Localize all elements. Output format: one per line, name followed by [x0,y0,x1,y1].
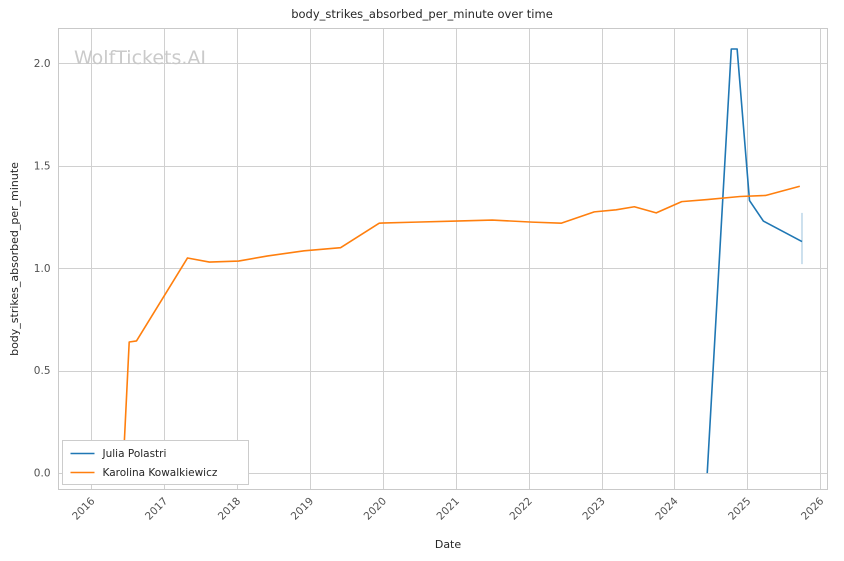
gridlines [58,28,828,490]
series-line-1 [87,185,801,448]
legend-background [62,440,249,485]
y-tick-text: 2.0 [34,58,51,70]
legend-item-label: Karolina Kowalkiewicz [103,467,218,479]
watermark-label: WolfTickets.AI [74,47,206,69]
legend-item[interactable]: Karolina Kowalkiewicz [70,467,218,479]
y-axis-tick-labels: 0.0 0.5 1.0 1.5 2.0 [34,58,51,480]
y-tick-text: 0.5 [34,365,51,377]
chart-title: body_strikes_absorbed_per_minute over ti… [291,7,553,21]
y-axis-label: body_strikes_absorbed_per_minute [8,162,21,356]
x-axis-label: Date [435,538,462,551]
y-tick-text: 1.5 [34,160,51,172]
series-line-0 [706,48,803,474]
chart-legend[interactable]: Julia Polastri Karolina Kowalkiewicz [62,440,249,485]
y-tick-text: 0.0 [34,468,51,480]
legend-item-label: Julia Polastri [102,448,167,460]
plot-area-border [58,28,828,490]
data-series-layer [87,48,803,474]
legend-item[interactable]: Julia Polastri [70,448,167,460]
y-tick-text: 1.0 [34,263,51,275]
